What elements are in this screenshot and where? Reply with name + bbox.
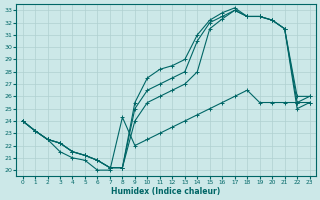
X-axis label: Humidex (Indice chaleur): Humidex (Indice chaleur) [111,187,221,196]
